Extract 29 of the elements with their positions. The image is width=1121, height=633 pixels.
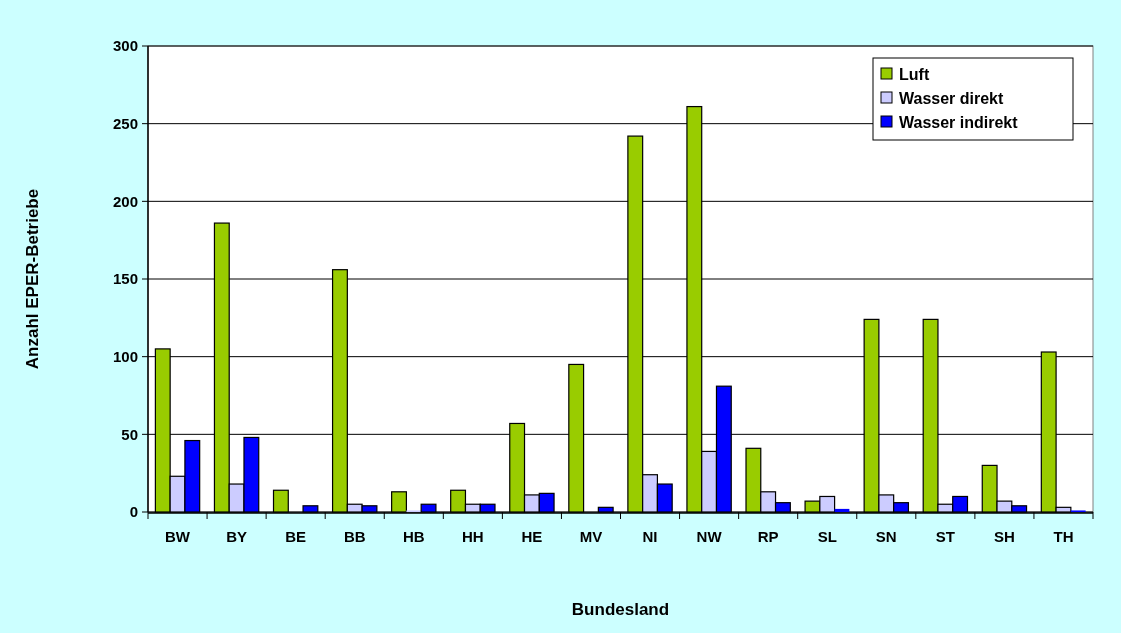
x-axis-title: Bundesland xyxy=(571,600,670,619)
y-axis-title: Anzahl EPER-Betriebe xyxy=(23,188,42,370)
y-tick-label: 200 xyxy=(112,192,138,210)
x-tick-label: SL xyxy=(817,528,837,545)
x-tick-label: RP xyxy=(757,528,779,545)
x-tick-label: BW xyxy=(165,528,191,545)
y-tick-label: 300 xyxy=(112,37,138,55)
x-tick-label: BB xyxy=(343,528,366,545)
x-tick-label: SH xyxy=(993,528,1015,545)
x-tick-label: BY xyxy=(226,528,248,545)
y-tick-label: 250 xyxy=(112,114,138,132)
y-tick-label: 100 xyxy=(112,347,138,365)
x-tick-label: HE xyxy=(521,528,543,545)
x-tick-label: NW xyxy=(696,528,723,545)
x-tick-label: SN xyxy=(875,528,897,545)
x-tick-label: MV xyxy=(579,528,603,545)
bar xyxy=(834,508,850,512)
x-tick-label: HB xyxy=(402,528,425,545)
legend-label: Luft xyxy=(899,65,930,83)
y-tick-label: 150 xyxy=(112,270,138,288)
x-tick-label: HH xyxy=(462,528,484,545)
legend-label: Wasser indirekt xyxy=(899,113,1019,131)
legend-label: Wasser direkt xyxy=(899,89,1005,107)
x-tick-label: NI xyxy=(642,528,658,545)
x-tick-label: BE xyxy=(285,528,307,545)
x-tick-label: ST xyxy=(935,528,955,545)
y-tick-label: 50 xyxy=(121,425,138,443)
x-tick-label: TH xyxy=(1053,528,1074,545)
y-tick-label: 0 xyxy=(129,503,138,521)
